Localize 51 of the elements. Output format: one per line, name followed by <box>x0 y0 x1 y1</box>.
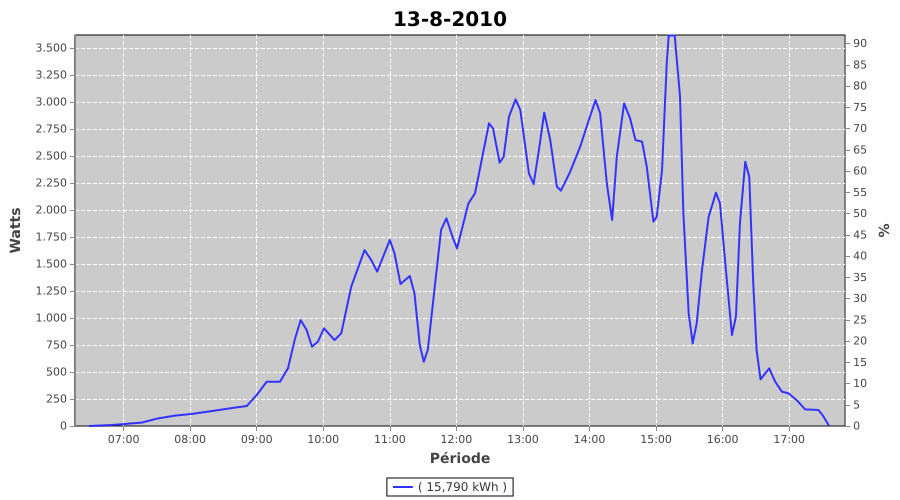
y2-tick-label: 30 <box>853 292 868 305</box>
y2-tick-label: 0 <box>853 420 860 432</box>
y-tick-label: 500 <box>46 365 67 378</box>
y-tick-label: 2.250 <box>36 176 67 190</box>
y2-tick-label: 50 <box>853 207 868 220</box>
y-tick-label: 1.750 <box>36 230 67 244</box>
y-tick-label: 1.250 <box>36 284 67 298</box>
x-tick-label: 15:00 <box>640 433 672 446</box>
y-tick-label: 2.500 <box>36 149 67 162</box>
y-tick-label: 1.000 <box>36 311 67 324</box>
x-tick-label: 11:00 <box>374 433 406 446</box>
chart-title: 13-8-2010 <box>392 7 508 31</box>
y2-axis-title: % <box>877 223 893 238</box>
y2-tick-label: 35 <box>853 270 868 284</box>
x-tick-label: 16:00 <box>706 433 738 446</box>
y-tick-label: 3.250 <box>36 68 67 82</box>
y-tick-label: 750 <box>46 338 67 352</box>
y-tick-label: 3.000 <box>36 95 67 108</box>
x-tick-label: 12:00 <box>440 433 472 446</box>
line-series <box>88 34 830 427</box>
y2-tick-label: 55 <box>853 186 868 199</box>
y2-tick-label: 60 <box>853 164 868 178</box>
y2-tick-label: 15 <box>853 356 868 369</box>
y-tick-label: 1.500 <box>36 257 67 270</box>
x-tick-label: 14:00 <box>574 433 606 446</box>
x-tick-label: 10:00 <box>307 433 340 446</box>
x-tick-label: 17:00 <box>773 433 806 446</box>
y2-tick-label: 40 <box>853 250 868 262</box>
y-tick-label: 2.000 <box>36 203 67 216</box>
y-tick-label: 3.500 <box>36 41 67 54</box>
y2-tick-label: 75 <box>853 100 868 114</box>
x-tick-label: 07:00 <box>108 433 140 446</box>
y-tick-label: 2.750 <box>36 122 67 136</box>
y2-tick-label: 70 <box>853 122 868 135</box>
x-tick-label: 09:00 <box>240 433 273 446</box>
x-tick-label: 13:00 <box>507 433 539 446</box>
y2-tick-label: 65 <box>853 143 868 156</box>
y2-tick-label: 25 <box>853 313 868 326</box>
y-tick-label: 250 <box>46 392 67 406</box>
y2-tick-label: 5 <box>853 398 860 412</box>
y-axis-title: Watts <box>8 207 24 254</box>
y2-tick-label: 20 <box>853 334 868 348</box>
y2-tick-label: 90 <box>853 37 868 50</box>
y2-tick-label: 10 <box>853 377 868 390</box>
y2-tick-label: 80 <box>853 80 868 92</box>
y-tick-label: 0 <box>60 420 67 432</box>
x-tick-label: 08:00 <box>174 433 206 446</box>
y2-tick-label: 45 <box>853 228 868 242</box>
y2-tick-label: 85 <box>853 58 868 72</box>
x-axis-title: Période <box>430 451 490 467</box>
legend-label: ( 15,790 kWh ) <box>418 480 508 494</box>
